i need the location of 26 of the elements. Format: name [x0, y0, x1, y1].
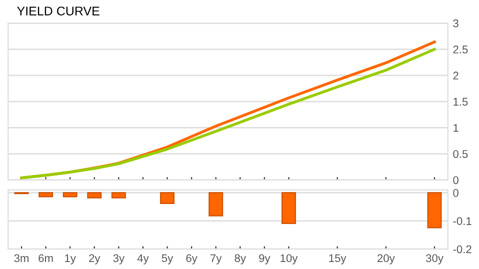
chart-title: YIELD CURVE [17, 6, 100, 16]
x-tick-label: 3y [113, 254, 125, 264]
y-tick-label: 0 [453, 189, 458, 197]
x-tick-label: 1y [65, 254, 76, 264]
y-tick-label: 1 [454, 124, 458, 132]
y-tick-label: 2 [453, 72, 458, 80]
x-tick-label: 30y [426, 254, 444, 264]
x-tick-label: 5y [162, 254, 174, 264]
y-tick-label: 1.5 [454, 98, 468, 106]
x-tick-label: 15y [329, 254, 346, 264]
x-tick-label: 20y [378, 254, 395, 264]
x-tick-label: 6m [38, 254, 53, 262]
y-tick-label: 2.5 [453, 46, 468, 54]
y-tick-label: 0.5 [453, 150, 468, 158]
x-tick-label: 6y [186, 254, 198, 264]
x-tick-label: 9y [259, 254, 270, 264]
y-tick-label: -0.1 [453, 217, 472, 226]
y-tick-label: -0.2 [453, 245, 472, 254]
x-tick-label: 7y [210, 254, 222, 264]
y-tick-label: 3 [453, 19, 458, 28]
x-tick-label: 8y [234, 254, 246, 264]
x-tick-label: 10y [280, 254, 298, 264]
y-tick-label: 0 [453, 176, 458, 184]
x-tick-label: 2y [89, 254, 100, 264]
x-tick-label: 4y [137, 254, 149, 264]
x-tick-label: 3m [14, 254, 28, 262]
